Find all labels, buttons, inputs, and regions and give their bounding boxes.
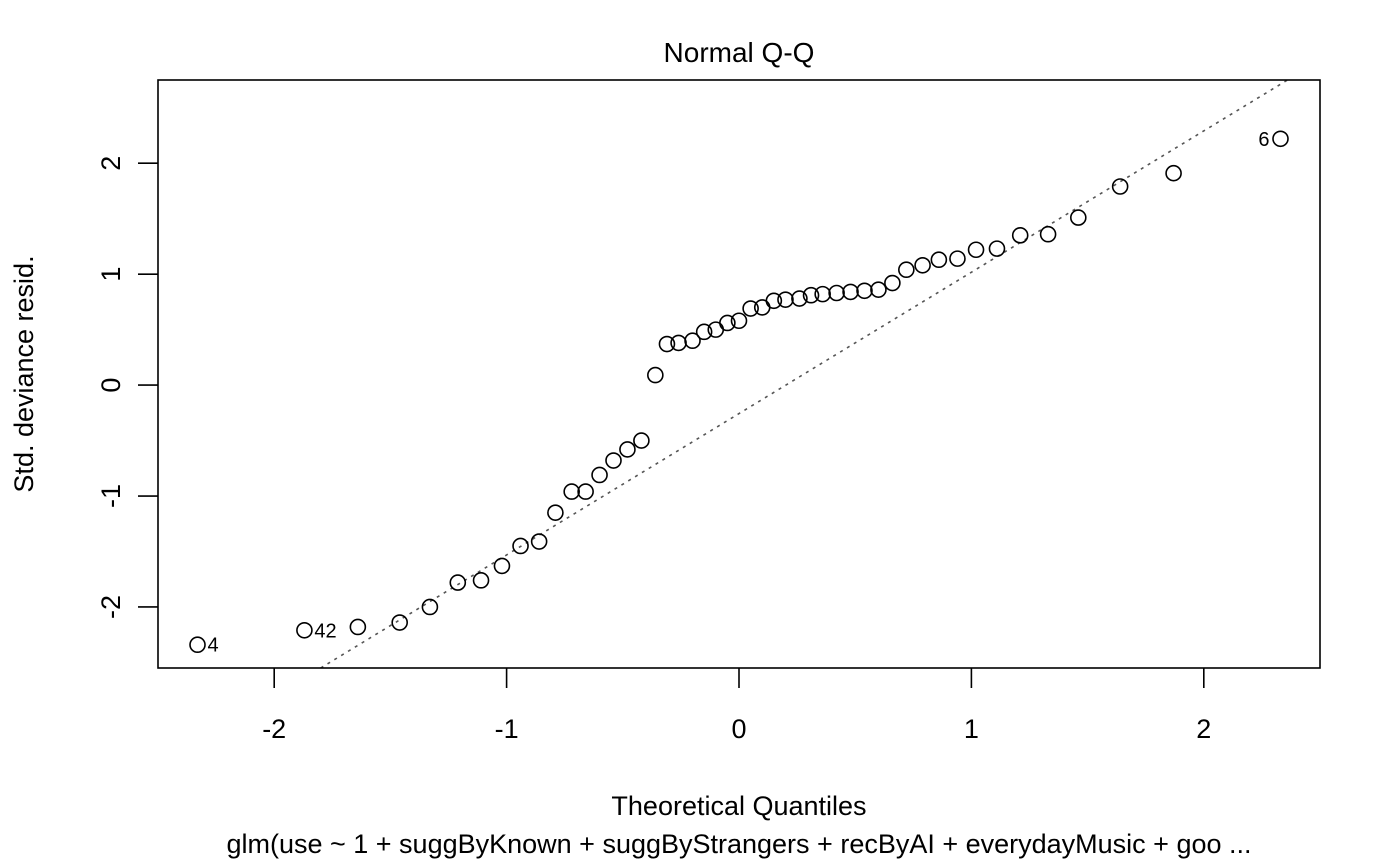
data-point: [828, 284, 845, 302]
data-point: [842, 283, 859, 301]
data-point: [391, 614, 408, 631]
data-point: [777, 291, 794, 308]
data-point: [647, 366, 664, 384]
data-point: [1272, 130, 1289, 148]
data-point: [870, 281, 887, 298]
data-point: [898, 261, 915, 279]
point-labels-layer: 4 42 6: [208, 129, 1270, 657]
x-axis: -2 -1 0 1 2: [262, 668, 1211, 744]
y-tick-label: 2: [96, 156, 126, 171]
points-layer: [189, 130, 1289, 654]
x-tick-label: 2: [1196, 714, 1211, 744]
x-tick-label: -1: [495, 714, 519, 744]
y-tick-label: -1: [96, 484, 126, 508]
y-axis: -2 -1 0 1 2: [96, 156, 158, 619]
data-point: [577, 483, 594, 500]
data-point: [914, 256, 931, 274]
data-point: [349, 618, 367, 636]
y-tick-label: -2: [96, 595, 126, 619]
data-point: [1070, 209, 1087, 226]
plot-frame: [157, 79, 1321, 669]
data-point: [802, 286, 820, 304]
point-label: 6: [1258, 129, 1269, 151]
model-formula-subtitle: glm(use ~ 1 + suggByKnown + suggByStrang…: [226, 829, 1251, 859]
data-point: [670, 334, 687, 352]
data-point: [949, 250, 966, 267]
data-point: [684, 332, 701, 350]
x-tick-label: -2: [262, 714, 286, 744]
data-point: [791, 290, 808, 307]
chart-title: Normal Q-Q: [664, 37, 815, 68]
data-point: [591, 466, 608, 484]
data-point: [1111, 178, 1129, 195]
data-point: [856, 282, 873, 300]
data-point: [605, 452, 622, 469]
data-point: [742, 300, 759, 317]
data-point: [563, 483, 580, 500]
data-point: [493, 557, 511, 575]
data-point: [730, 312, 748, 330]
reference-line-layer: [320, 79, 1288, 669]
data-point: [1039, 225, 1057, 243]
data-point: [695, 323, 713, 341]
y-tick-label: 1: [96, 267, 126, 282]
point-label: 42: [314, 620, 336, 642]
data-point: [189, 636, 206, 654]
data-point: [449, 574, 467, 591]
x-tick-label: 1: [964, 714, 979, 744]
data-point: [1011, 227, 1029, 244]
data-point: [512, 537, 529, 555]
data-point: [530, 533, 548, 550]
y-tick-label: 0: [96, 378, 126, 393]
data-point: [988, 240, 1006, 257]
data-point: [1165, 164, 1182, 182]
data-point: [967, 241, 985, 259]
data-point: [884, 274, 901, 292]
x-axis-label: Theoretical Quantiles: [611, 791, 866, 821]
x-tick-label: 0: [731, 714, 746, 744]
data-point: [547, 504, 564, 521]
data-point: [658, 335, 676, 353]
data-point: [930, 251, 948, 269]
y-axis-label: Std. deviance resid.: [9, 255, 39, 492]
data-point: [719, 314, 736, 332]
data-point: [633, 432, 650, 449]
data-point: [472, 572, 490, 589]
data-point: [296, 621, 313, 639]
data-point: [765, 292, 783, 310]
data-point: [421, 598, 439, 616]
data-point: [814, 285, 831, 303]
point-label: 4: [208, 635, 219, 657]
qq-reference-line: [320, 79, 1288, 669]
data-point: [753, 299, 771, 316]
data-point: [619, 441, 636, 458]
